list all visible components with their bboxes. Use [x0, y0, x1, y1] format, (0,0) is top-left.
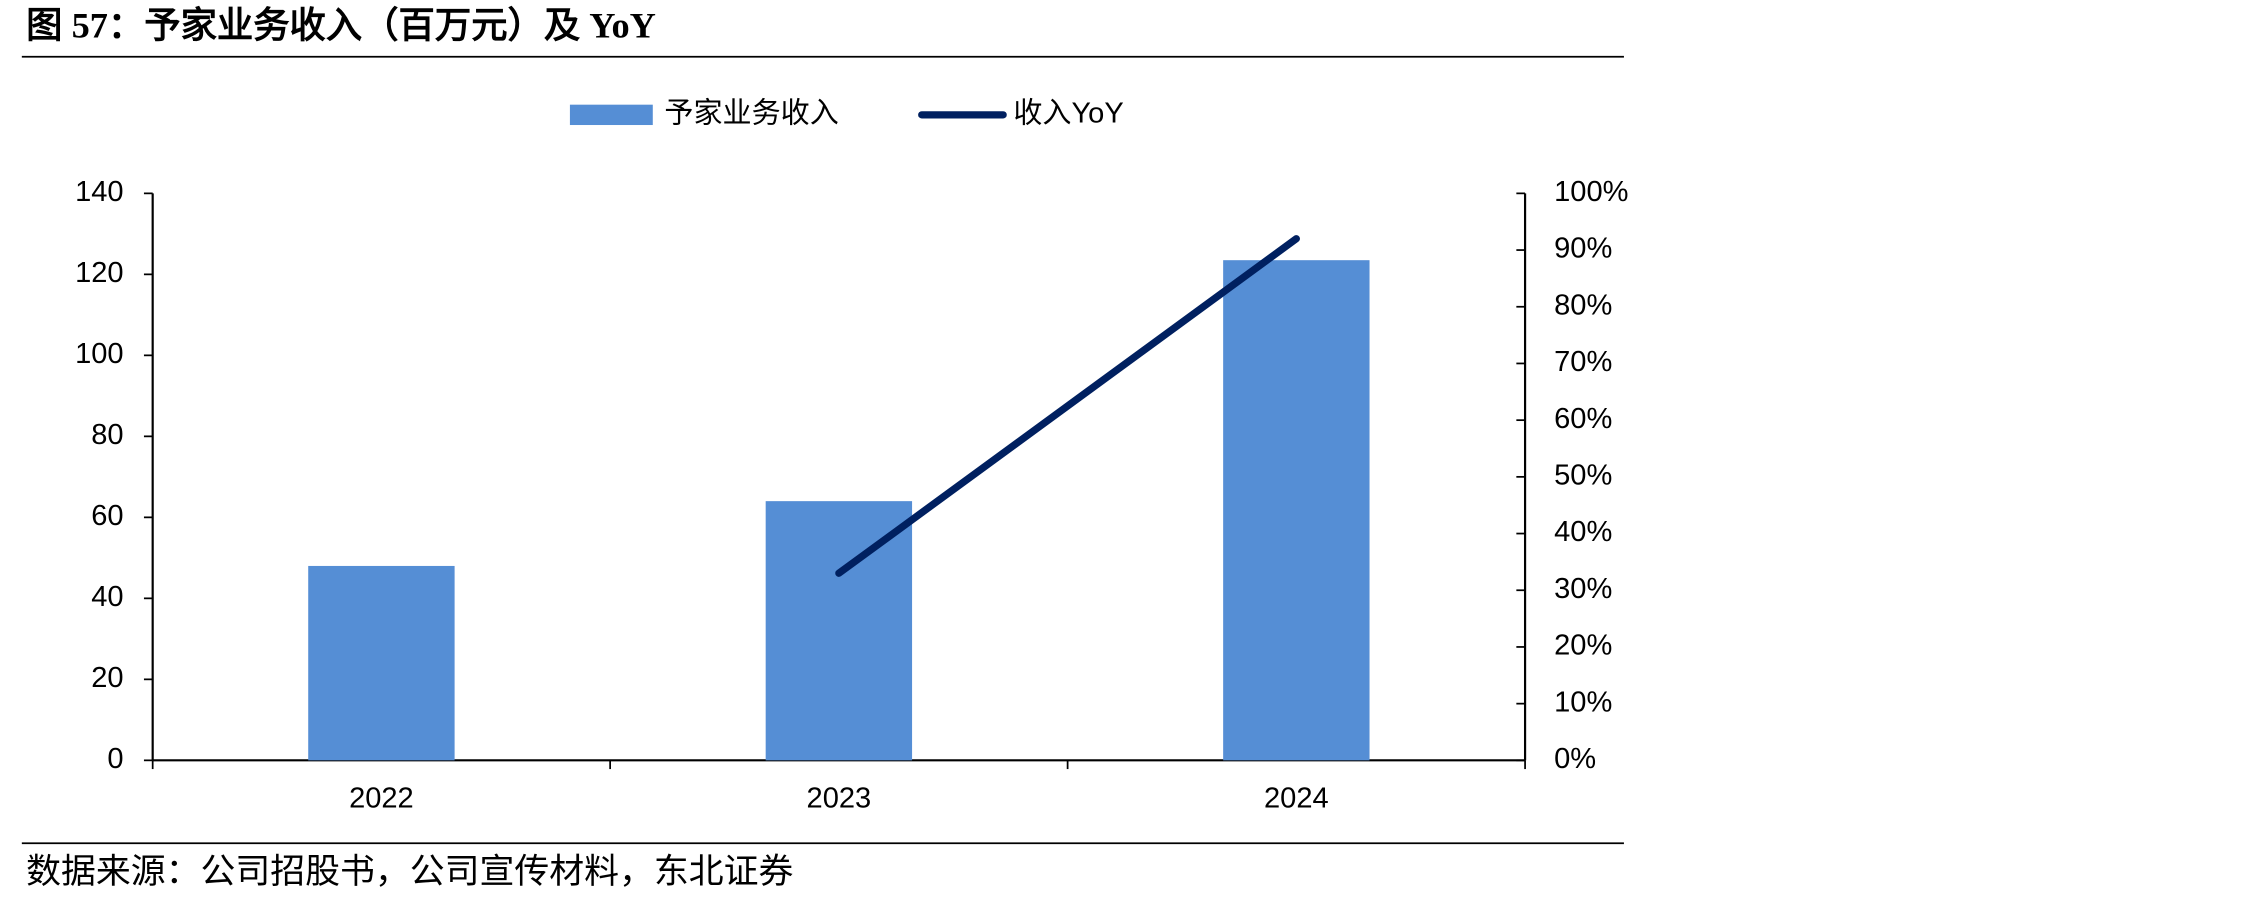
y-tick-label: 120 — [75, 257, 124, 289]
chart-title: 图 57：予家业务收入（百万元）及 YoY — [26, 4, 656, 45]
y-tick-label: 100 — [75, 338, 124, 370]
line-series — [835, 235, 1300, 577]
legend-swatch — [569, 104, 653, 126]
y2-tick-label: 10% — [1554, 686, 1612, 718]
x-tick-label: 2024 — [1264, 782, 1329, 814]
y2-tick-label: 0% — [1554, 743, 1596, 775]
y2-tick-label: 70% — [1554, 346, 1612, 378]
y-tick-label: 60 — [91, 500, 123, 532]
bar — [1223, 260, 1370, 761]
y-tick-label: 20 — [91, 662, 123, 694]
source-note: 数据来源：公司招股书，公司宣传材料，东北证券 — [26, 852, 793, 891]
x-tick-label: 2023 — [807, 782, 872, 814]
y2-tick-label: 80% — [1554, 289, 1612, 321]
y-tick-label: 40 — [91, 581, 123, 613]
y2-tick-label: 90% — [1554, 233, 1612, 265]
bar — [765, 501, 913, 761]
y-tick-label: 0 — [107, 743, 123, 775]
legend-label: 收入YoY — [1013, 97, 1123, 130]
y-tick-label: 140 — [75, 176, 124, 208]
y2-tick-label: 100% — [1554, 176, 1628, 208]
y2-tick-label: 50% — [1554, 460, 1612, 492]
y2-tick-label: 60% — [1554, 403, 1612, 435]
bar — [308, 565, 455, 761]
y-tick-label: 80 — [91, 419, 123, 451]
y2-tick-label: 30% — [1554, 573, 1612, 605]
x-tick-label: 2022 — [349, 782, 414, 814]
y2-tick-label: 40% — [1554, 516, 1612, 548]
y2-tick-label: 20% — [1554, 630, 1612, 662]
legend-label: 予家业务收入 — [664, 97, 838, 130]
